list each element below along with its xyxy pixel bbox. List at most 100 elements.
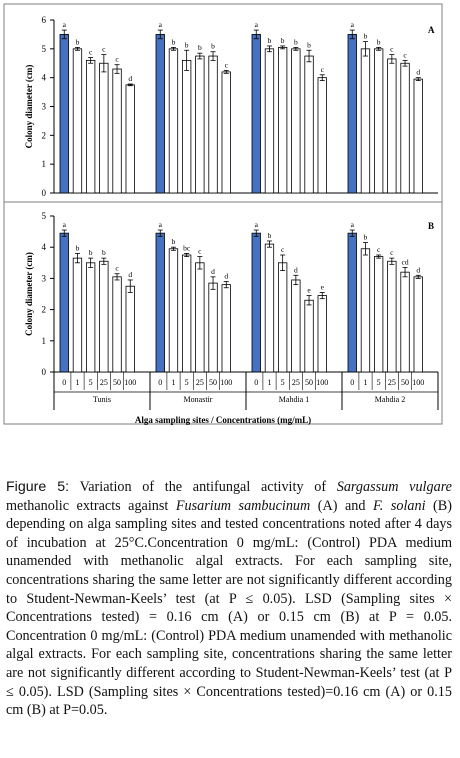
x-axis-title: Alga sampling sites / Concentrations (mg…: [135, 415, 311, 425]
bar: [277, 46, 288, 194]
concentration-label: 50: [113, 378, 121, 387]
caption-label: Figure 5:: [6, 479, 70, 495]
y-tick-label: 3: [42, 273, 47, 283]
significance-letter: a: [63, 20, 67, 29]
concentration-label: 0: [254, 378, 258, 387]
bar: [251, 232, 261, 373]
significance-letter: c: [115, 264, 119, 273]
plot-border-b: [3, 201, 443, 425]
y-tick-label: 1: [42, 159, 47, 169]
significance-letter: d: [211, 267, 215, 276]
significance-letter: b: [364, 233, 368, 242]
y-tick-label: 4: [42, 73, 47, 83]
bar: [251, 34, 261, 194]
bar: [181, 59, 192, 194]
significance-letter: c: [102, 45, 106, 54]
concentration-label: 100: [316, 378, 328, 387]
bar: [208, 55, 218, 194]
significance-letter: d: [128, 270, 132, 279]
significance-letter: b: [281, 36, 285, 45]
bar: [86, 59, 96, 194]
concentration-label: 100: [220, 378, 232, 387]
bar: [99, 260, 109, 373]
significance-letter: e: [321, 282, 325, 291]
panel-letter: A: [428, 25, 435, 35]
concentration-label: 1: [267, 378, 271, 387]
y-tick-label: 0: [42, 367, 47, 377]
y-axis-title: Colony diameter (cm): [24, 65, 34, 149]
bar: [400, 271, 410, 373]
figure-caption: Figure 5: Variation of the antifungal ac…: [6, 478, 452, 720]
bar: [304, 299, 314, 373]
concentration-label: 0: [158, 378, 162, 387]
bar: [125, 285, 135, 373]
caption-text-3: (A) and: [310, 497, 373, 514]
concentration-label: 25: [100, 378, 108, 387]
bar: [195, 55, 205, 194]
bar: [59, 232, 69, 373]
bar: [264, 48, 275, 194]
significance-letter: d: [224, 272, 228, 281]
y-axis-title: Colony diameter (cm): [24, 252, 34, 336]
bar: [168, 48, 179, 194]
significance-letter: b: [198, 43, 202, 52]
site-label: Mahdia 1: [279, 395, 309, 404]
y-tick-label: 0: [42, 188, 47, 198]
concentration-label: 25: [388, 378, 396, 387]
significance-letter: d: [416, 265, 420, 274]
significance-letter: d: [128, 74, 132, 83]
significance-letter: b: [364, 32, 368, 41]
bar: [208, 282, 218, 373]
significance-letter: d: [416, 68, 420, 77]
bar: [373, 48, 384, 194]
bar: [291, 48, 301, 194]
significance-letter: b: [76, 243, 80, 252]
bar: [317, 295, 327, 373]
concentration-label: 5: [377, 378, 381, 387]
significance-letter: c: [390, 45, 394, 54]
concentration-label: 1: [363, 378, 367, 387]
bar: [155, 34, 165, 194]
bar: [360, 48, 371, 194]
caption-species-1: Sargassum vulgare: [336, 479, 452, 495]
bar: [317, 77, 327, 194]
significance-letter: c: [281, 245, 285, 254]
site-label: Mahdia 2: [375, 395, 405, 404]
concentration-label: 100: [124, 378, 136, 387]
y-tick-label: 5: [42, 211, 47, 221]
bar: [112, 276, 122, 373]
site-label: Monastir: [184, 395, 213, 404]
bar: [304, 55, 314, 194]
significance-letter: b: [211, 42, 215, 51]
bar: [195, 262, 205, 373]
site-label: Tunis: [93, 395, 111, 404]
y-tick-label: 4: [42, 242, 47, 252]
bar: [264, 243, 275, 373]
significance-letter: a: [63, 220, 67, 229]
bar: [360, 248, 371, 373]
significance-letter: b: [76, 37, 80, 46]
bar: [400, 62, 410, 194]
significance-letter: b: [307, 40, 311, 49]
significance-letter: e: [307, 286, 311, 295]
significance-letter: c: [115, 55, 119, 64]
significance-letter: b: [185, 40, 189, 49]
bar: [59, 34, 69, 194]
significance-letter: a: [159, 220, 163, 229]
concentration-label: 100: [412, 378, 424, 387]
significance-letter: b: [294, 37, 298, 46]
significance-letter: cd: [402, 257, 409, 266]
significance-letter: b: [89, 248, 93, 257]
significance-letter: a: [255, 20, 259, 29]
caption-text-4: (B) depending on alga sampling sites and…: [6, 497, 452, 719]
concentration-label: 25: [196, 378, 204, 387]
y-tick-label: 5: [42, 44, 47, 54]
bar: [168, 248, 179, 373]
y-tick-label: 3: [42, 102, 47, 112]
significance-letter: c: [377, 245, 381, 254]
concentration-label: 0: [350, 378, 354, 387]
caption-text-2: methanolic extracts against: [6, 497, 176, 514]
